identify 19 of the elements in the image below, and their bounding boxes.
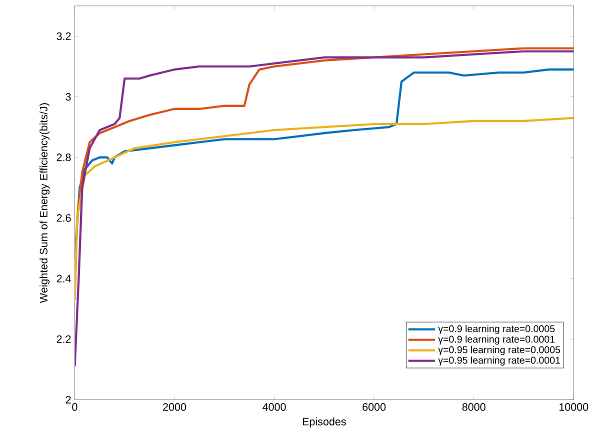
y-tick-label: 2.2: [56, 335, 71, 343]
legend-label: γ=0.9 learning rate=0.0005: [438, 325, 555, 334]
legend-label: γ=0.95 learning rate=0.0001: [438, 356, 560, 366]
legend-label: γ=0.95 learning rate=0.0005: [438, 346, 560, 356]
y-axis-title: Weighted Sum of Energy Efficiency(bits/J): [40, 103, 50, 304]
x-tick-label: 2000: [163, 403, 186, 411]
y-tick-label: 2.6: [56, 214, 71, 222]
y-tick-label: 2.4: [56, 274, 71, 282]
y-tick-label: 2: [66, 396, 71, 404]
x-tick-label: 0: [72, 403, 78, 411]
x-tick-label: 10000: [559, 403, 588, 411]
y-tick-label: 3.2: [56, 32, 71, 40]
legend-label: γ=0.9 learning rate=0.0001: [438, 336, 555, 345]
x-tick-label: 8000: [462, 403, 486, 411]
y-tick-label: 3: [66, 93, 71, 101]
x-axis-title: Episodes: [302, 418, 346, 428]
x-tick-label: 4000: [262, 403, 286, 411]
x-tick-label: 6000: [362, 403, 386, 411]
y-tick-label: 2.8: [56, 154, 71, 162]
